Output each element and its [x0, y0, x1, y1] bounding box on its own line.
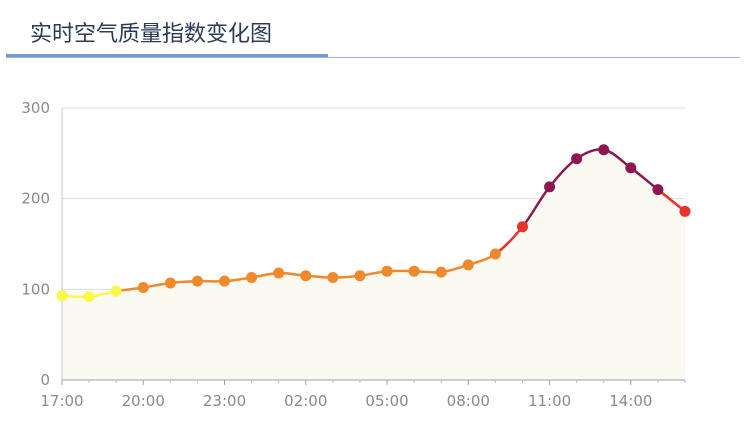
y-tick-label: 200	[21, 190, 50, 208]
x-tick-label: 05:00	[365, 392, 408, 410]
chart-header: 实时空气质量指数变化图	[0, 0, 750, 60]
data-point[interactable]	[652, 184, 664, 196]
data-point[interactable]	[489, 248, 501, 260]
chart-title: 实时空气质量指数变化图	[30, 22, 273, 47]
y-tick-label: 300	[21, 99, 50, 117]
data-points	[56, 144, 691, 303]
data-point[interactable]	[164, 277, 176, 289]
x-tick-label: 08:00	[447, 392, 490, 410]
data-point[interactable]	[679, 205, 691, 217]
tick-labels: 0 100 200 300 17:00 20:00 23:00 02:00 05:00 08:00…	[21, 99, 652, 410]
data-point[interactable]	[571, 153, 583, 165]
data-point[interactable]	[191, 275, 203, 287]
data-point[interactable]	[273, 267, 285, 279]
y-tick-label: 100	[21, 280, 50, 298]
data-point[interactable]	[544, 181, 556, 193]
area-under-curve	[62, 149, 685, 380]
data-point[interactable]	[408, 265, 420, 277]
data-point[interactable]	[381, 265, 393, 277]
header-divider	[6, 57, 740, 58]
data-point[interactable]	[110, 285, 122, 297]
data-point[interactable]	[246, 272, 258, 284]
y-tick-label: 0	[40, 371, 50, 389]
data-point[interactable]	[354, 270, 366, 282]
x-tick-label: 14:00	[609, 392, 652, 410]
data-point[interactable]	[625, 162, 637, 174]
data-point[interactable]	[300, 270, 312, 282]
axes	[61, 108, 686, 385]
data-point[interactable]	[516, 221, 528, 233]
x-tick-label: 23:00	[203, 392, 246, 410]
x-tick-label: 20:00	[122, 392, 165, 410]
data-point[interactable]	[56, 290, 68, 302]
data-point[interactable]	[137, 282, 149, 294]
x-tick-label: 17:00	[40, 392, 83, 410]
area-fill	[62, 149, 685, 380]
data-point[interactable]	[327, 272, 339, 284]
data-point[interactable]	[83, 291, 95, 303]
x-tick-label: 02:00	[284, 392, 327, 410]
title-underline	[6, 54, 328, 57]
data-point[interactable]	[598, 144, 610, 156]
x-tick-label: 11:00	[528, 392, 571, 410]
data-point[interactable]	[219, 275, 231, 287]
data-point[interactable]	[462, 259, 474, 271]
data-point[interactable]	[435, 266, 447, 278]
